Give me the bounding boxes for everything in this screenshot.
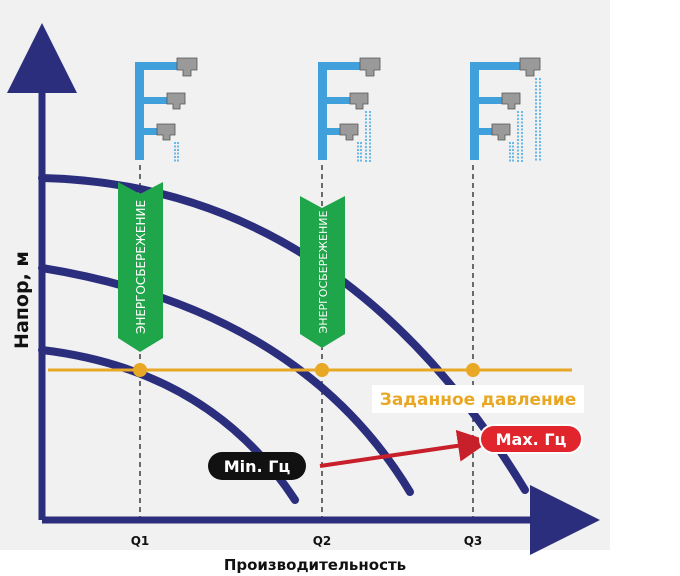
energy-banner <box>300 196 345 348</box>
point <box>315 363 329 377</box>
q-label: Q2 <box>313 534 332 548</box>
max-label: Max. Гц <box>496 430 567 449</box>
faucets <box>135 57 541 162</box>
min-label: Min. Гц <box>224 457 291 476</box>
setpoint-label: Заданное давление <box>380 390 577 410</box>
setpoint-box <box>372 385 584 413</box>
max-pill <box>479 424 583 454</box>
q-label: Q3 <box>464 534 483 548</box>
point <box>466 363 480 377</box>
y-axis-label: Напор, м <box>11 251 33 349</box>
point <box>133 363 147 377</box>
energy-banner <box>118 182 163 352</box>
energy-label: ЭНЕРГОСБЕРЕЖЕНИЕ <box>317 210 330 333</box>
min-pill <box>208 452 306 480</box>
x-axis-label: Производительность <box>224 556 406 574</box>
curve-mid <box>38 264 414 496</box>
energy-label: ЭНЕРГОСБЕРЕЖЕНИЕ <box>134 200 148 334</box>
arrow <box>319 429 490 468</box>
q-label: Q1 <box>131 534 150 548</box>
